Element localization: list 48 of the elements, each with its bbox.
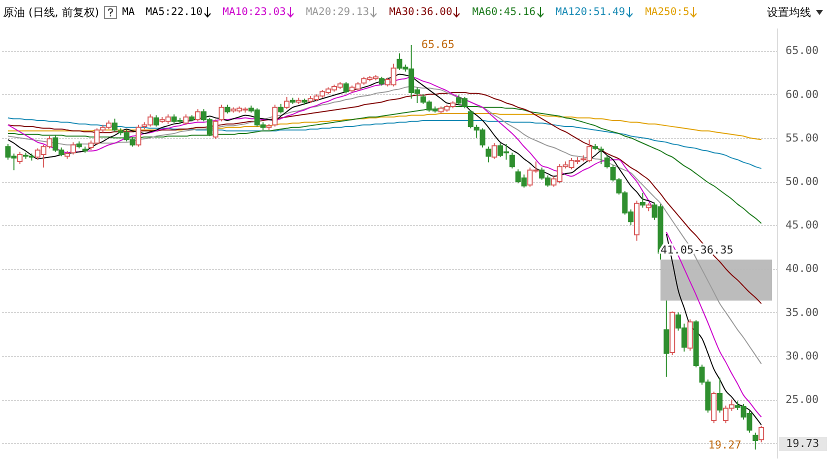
line-series [7,86,762,364]
y-tick-label: 45.00 [786,218,819,232]
y-tick-label: 65.00 [786,44,819,58]
candlestick [640,192,646,208]
line-series [7,92,762,304]
legend-label: MA5:22.10 [146,6,203,18]
text: 19.73 [786,437,820,450]
candlestick [486,146,492,163]
y-tick-label: 50.00 [786,175,819,188]
candlestick [492,142,498,160]
candlestick [468,109,474,129]
candlestick [752,432,758,450]
legend-label: MA30:36.00 [389,6,452,18]
candlestick [212,119,218,140]
y-tick-label: 30.00 [786,349,819,362]
candlestick [70,142,76,155]
candlestick [717,377,723,414]
legend-label: MA20:29.13 [306,6,370,18]
candlestick [218,104,224,122]
annotation: 19.27 [708,438,742,452]
candlestick [136,124,142,148]
y-tick-label: 55.00 [786,131,819,144]
text: MA [122,6,135,18]
y-tick-label: 40.00 [786,262,819,276]
y-tick-label: 60.00 [786,88,819,101]
candlestick [604,154,610,169]
line-series [7,117,762,169]
candlestick [278,103,284,114]
text: 设置均线 [767,4,811,20]
chart-title: 原油 (日线, 前复权) [3,4,100,20]
legend-label: MA250:5 [645,6,690,18]
candlestick [343,82,349,94]
candlestick [183,114,189,126]
legend-label: MA60:45.16 [472,6,536,18]
candlestick [284,96,290,110]
candlestick [664,300,670,378]
y-tick-label: 25.00 [786,393,819,406]
candlestick [17,151,23,165]
candlestick [758,425,764,443]
y-tick-label: 35.00 [786,306,819,319]
legend-label: MA10:23.03 [222,6,286,18]
candlestick [112,118,118,132]
line-series [7,106,762,224]
legend-label: MA120:51.49 [556,6,626,18]
candlestick [154,114,160,128]
annotation: 65.65 [421,38,454,52]
candlestick [509,152,515,169]
candlestick [195,108,201,122]
